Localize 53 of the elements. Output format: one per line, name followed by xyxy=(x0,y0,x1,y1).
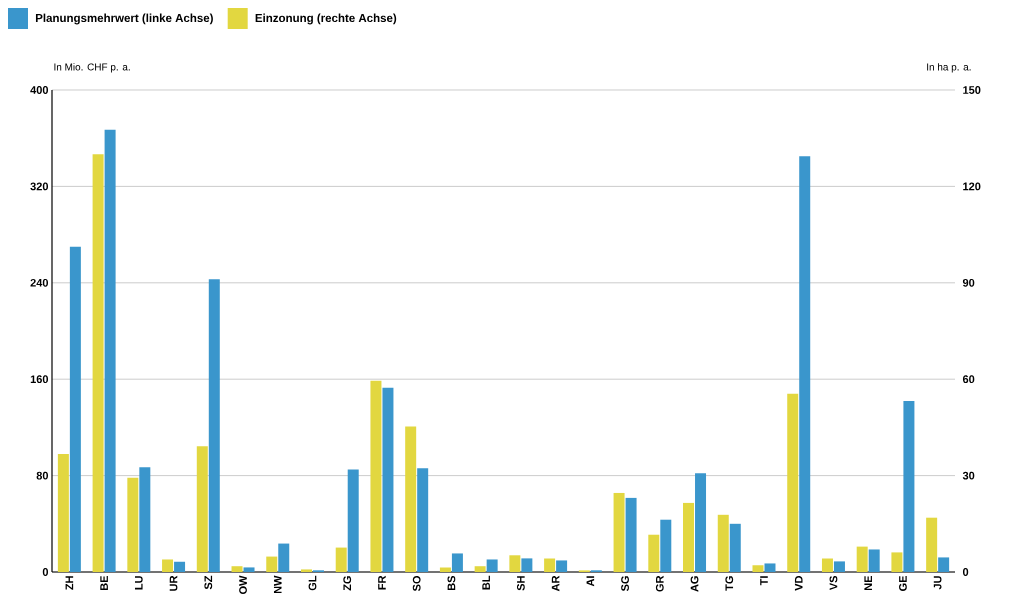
x-tick-label: SG xyxy=(621,576,629,592)
y2-tick-label: 0 xyxy=(962,568,969,576)
x-tick-label: AR xyxy=(551,575,560,592)
x-tick-label: VD xyxy=(794,575,803,591)
x-tick-label: BS xyxy=(447,575,456,591)
bar xyxy=(208,279,220,572)
x-tick-label: LU xyxy=(135,576,143,590)
x-tick-label: FR xyxy=(378,575,386,590)
y-tick-label: 160 xyxy=(30,375,49,384)
x-tick-label: AG xyxy=(690,576,699,592)
x-tick-label: JU xyxy=(933,576,942,590)
bar xyxy=(69,246,81,572)
y2-tick-label: 90 xyxy=(962,278,975,287)
y-tick-label: 320 xyxy=(30,182,49,191)
bar xyxy=(451,553,463,572)
bar xyxy=(335,547,347,572)
y-tick-label: 80 xyxy=(36,471,49,480)
bar xyxy=(486,559,498,572)
y-tick-label: 400 xyxy=(30,86,49,94)
y-axis-title: In Mio. CHF p. a. xyxy=(54,63,130,73)
x-tick-label: SO xyxy=(412,575,421,592)
x-tick-label: GR xyxy=(655,575,664,592)
x-tick-label: GL xyxy=(308,575,317,591)
y2-axis-title: In ha p. a. xyxy=(927,63,971,73)
x-tick-label: VS xyxy=(829,575,838,591)
legend-label: Einzonung (rechte Achse) xyxy=(255,13,397,25)
x-tick-label: BE xyxy=(100,575,108,591)
x-tick-label: ZG xyxy=(343,576,352,591)
x-tick-label: TG xyxy=(725,576,734,591)
y2-tick-label: 120 xyxy=(963,182,981,191)
bar xyxy=(938,557,950,572)
x-tick-label: SZ xyxy=(204,575,213,590)
bar xyxy=(926,517,938,572)
bar xyxy=(891,552,903,572)
x-tick-label: BL xyxy=(482,575,490,590)
x-tick-label: GE xyxy=(899,575,907,591)
x-tick-label: NE xyxy=(864,575,872,591)
x-tick-label: UR xyxy=(169,575,178,591)
x-tick-label: AI xyxy=(586,576,595,587)
x-tick-label: TI xyxy=(760,576,768,586)
x-tick-label: SH xyxy=(516,576,525,591)
y2-tick-label: 30 xyxy=(962,471,975,480)
y2-tick-label: 150 xyxy=(963,86,981,94)
bar xyxy=(903,400,915,572)
bar xyxy=(347,469,359,572)
x-tick-label: ZH xyxy=(65,576,74,590)
y2-tick-label: 60 xyxy=(962,375,975,384)
x-tick-label: OW xyxy=(239,575,247,595)
x-tick-label: NW xyxy=(273,575,282,594)
legend-label: Planungsmehrwert (linke Achse) xyxy=(35,13,213,25)
y-tick-label: 0 xyxy=(42,568,49,576)
bar xyxy=(799,156,811,572)
y-tick-label: 240 xyxy=(30,278,49,287)
